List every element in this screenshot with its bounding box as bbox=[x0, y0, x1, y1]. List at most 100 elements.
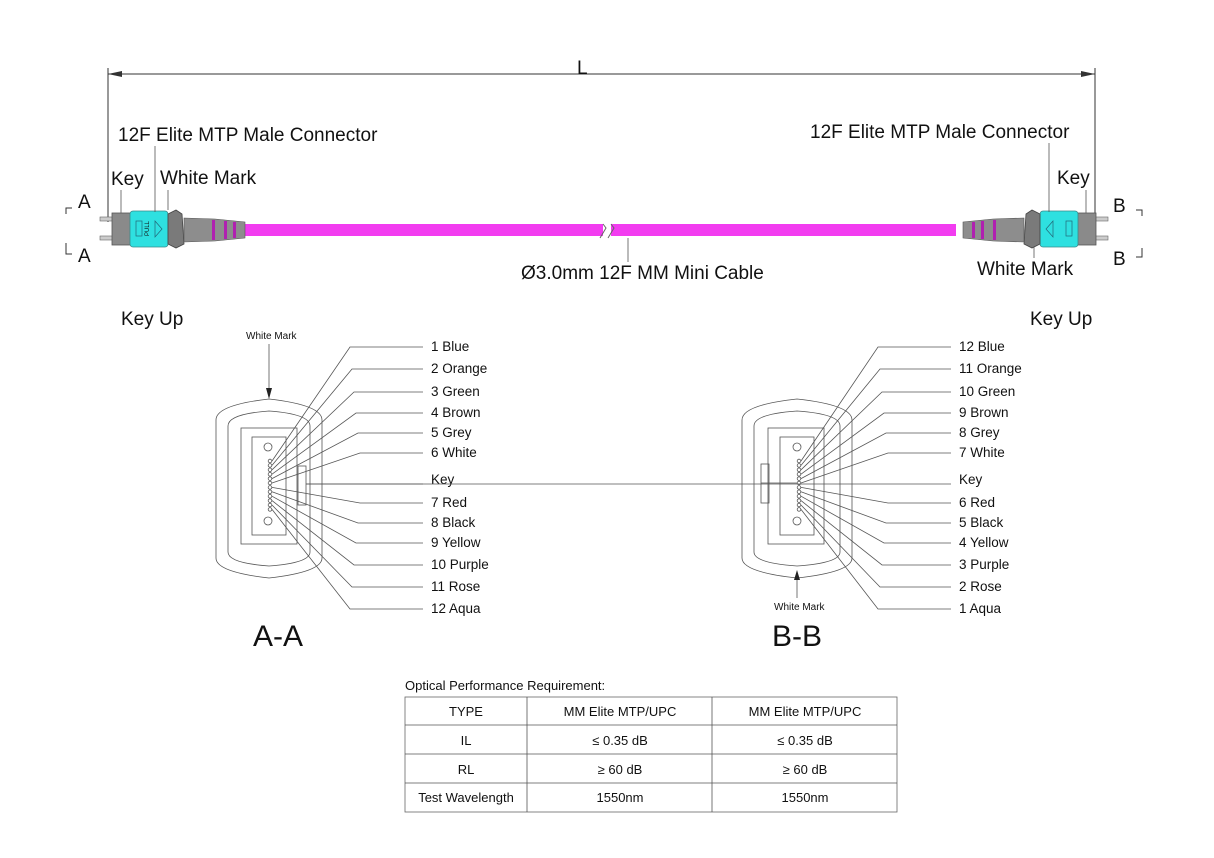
fiber-leader-line bbox=[271, 500, 423, 566]
fiber-label: 2 Rose bbox=[959, 579, 1002, 594]
white-mark-label-b: White Mark bbox=[774, 602, 826, 613]
svg-text:A: A bbox=[78, 192, 91, 213]
section-view-b-b: Key Up 12 Blue 11 Orange 10 Green 9 Brown 8 … bbox=[306, 309, 1092, 653]
fiber-dot bbox=[267, 480, 273, 486]
left-key-label: Key bbox=[111, 169, 144, 190]
table-cell: 1550nm bbox=[782, 790, 829, 805]
fiber-leader-line bbox=[271, 509, 423, 610]
fiber-dot bbox=[267, 485, 273, 490]
fiber-dot bbox=[267, 467, 273, 472]
fiber-dot bbox=[796, 502, 802, 508]
key-up-label-a: Key Up bbox=[121, 309, 183, 330]
white-mark-label-a: White Mark bbox=[246, 331, 298, 342]
length-dimension: L bbox=[107, 58, 1096, 222]
svg-text:B: B bbox=[1113, 196, 1126, 217]
fiber-dot bbox=[796, 476, 802, 481]
fiber-leader-line bbox=[271, 487, 423, 504]
table-cell: ≥ 60 dB bbox=[783, 762, 828, 777]
fiber-label: 4 Yellow bbox=[959, 535, 1009, 550]
section-marker-a: A A bbox=[65, 192, 91, 267]
svg-text:A: A bbox=[78, 246, 91, 267]
optical-performance-table: Optical Performance Requirement: TYPE MM … bbox=[404, 678, 898, 813]
fiber-dot bbox=[796, 463, 802, 468]
fiber-dot bbox=[796, 507, 802, 512]
cable-label: Ø3.0mm 12F MM Mini Cable bbox=[521, 263, 764, 284]
table-cell: ≤ 0.35 dB bbox=[592, 733, 648, 748]
fiber-leader-line bbox=[271, 495, 423, 544]
table-cell: IL bbox=[461, 733, 472, 748]
fiber-leader-line bbox=[800, 495, 951, 544]
fiber-label: 8 Grey bbox=[959, 425, 1000, 440]
fiber-leader-line bbox=[800, 452, 951, 484]
fiber-label: 12 Blue bbox=[959, 339, 1005, 354]
fiber-label: 8 Black bbox=[431, 515, 476, 530]
fiber-dot bbox=[796, 489, 802, 494]
fiber-leader-line bbox=[800, 487, 951, 504]
fiber-dot bbox=[796, 498, 802, 503]
fiber-label: Key bbox=[959, 472, 983, 487]
length-label: L bbox=[577, 58, 588, 79]
fiber-leader-line bbox=[271, 391, 423, 471]
fiber-leader-line bbox=[800, 368, 951, 466]
fiber-label: 9 Yellow bbox=[431, 535, 481, 550]
left-connector-title: 12F Elite MTP Male Connector bbox=[118, 125, 378, 146]
fiber-label: 7 White bbox=[959, 445, 1005, 460]
right-key-label: Key bbox=[1057, 168, 1090, 189]
fiber-leader-line bbox=[271, 412, 423, 475]
fiber-leader-line bbox=[800, 432, 951, 479]
fiber-label: 3 Purple bbox=[959, 557, 1009, 572]
fiber-label: 4 Brown bbox=[431, 405, 481, 420]
fiber-dot bbox=[796, 485, 802, 490]
fiber-label: 3 Green bbox=[431, 384, 480, 399]
fiber-dot bbox=[267, 476, 273, 481]
svg-text:PULL: PULL bbox=[145, 220, 151, 236]
fiber-dot bbox=[796, 480, 802, 486]
fiber-dot bbox=[796, 472, 802, 477]
fiber-dot bbox=[796, 458, 802, 464]
fiber-label: 11 Orange bbox=[959, 361, 1022, 376]
fiber-dot bbox=[267, 498, 273, 503]
fiber-leader-line bbox=[271, 432, 423, 479]
fiber-leader-line bbox=[271, 491, 423, 524]
fiber-dot bbox=[796, 494, 802, 499]
fiber-label: 6 Red bbox=[959, 495, 995, 510]
fiber-dot bbox=[267, 507, 273, 512]
section-marker-b: B B bbox=[1113, 196, 1143, 270]
right-connector bbox=[962, 209, 1109, 249]
fiber-dot bbox=[267, 472, 273, 477]
left-white-mark-label: White Mark bbox=[160, 168, 257, 189]
fiber-label: 9 Brown bbox=[959, 405, 1009, 420]
table-cell: 1550nm bbox=[597, 790, 644, 805]
fiber-label: 7 Red bbox=[431, 495, 467, 510]
fiber-leader-line bbox=[800, 391, 951, 471]
fiber-label: Key bbox=[431, 472, 455, 487]
fiber-leader-line bbox=[800, 346, 951, 462]
white-mark-arrow-icon bbox=[794, 570, 800, 580]
fiber-label: 1 Blue bbox=[431, 339, 469, 354]
fiber-label: 2 Orange bbox=[431, 361, 487, 376]
table-cell: RL bbox=[458, 762, 475, 777]
fiber-leader-line bbox=[800, 500, 951, 566]
fiber-dot bbox=[267, 458, 273, 464]
section-view-a-a: Key Up White Mark 1 Blue 2 Orange 3 Green 4… bbox=[121, 309, 489, 653]
white-mark-arrow-icon bbox=[266, 388, 272, 399]
fiber-dot bbox=[796, 467, 802, 472]
fiber-leader-line bbox=[271, 346, 423, 462]
view-title-a-a: A-A bbox=[253, 620, 303, 653]
fiber-dot bbox=[267, 463, 273, 468]
fiber-leader-line bbox=[800, 509, 951, 610]
table-cell: TYPE bbox=[449, 704, 483, 719]
fiber-label: 10 Green bbox=[959, 384, 1015, 399]
fiber-label: 11 Rose bbox=[431, 579, 480, 594]
fiber-leader-line bbox=[271, 504, 423, 588]
fiber-label: 6 White bbox=[431, 445, 477, 460]
fiber-dot bbox=[267, 489, 273, 494]
fiber-label: 12 Aqua bbox=[431, 601, 481, 616]
view-title-b-b: B-B bbox=[772, 620, 822, 653]
fiber-label: 5 Grey bbox=[431, 425, 472, 440]
svg-text:B: B bbox=[1113, 249, 1126, 270]
table-cell: ≥ 60 dB bbox=[598, 762, 643, 777]
fiber-leader-line bbox=[800, 412, 951, 475]
table-cell: MM Elite MTP/UPC bbox=[564, 704, 677, 719]
